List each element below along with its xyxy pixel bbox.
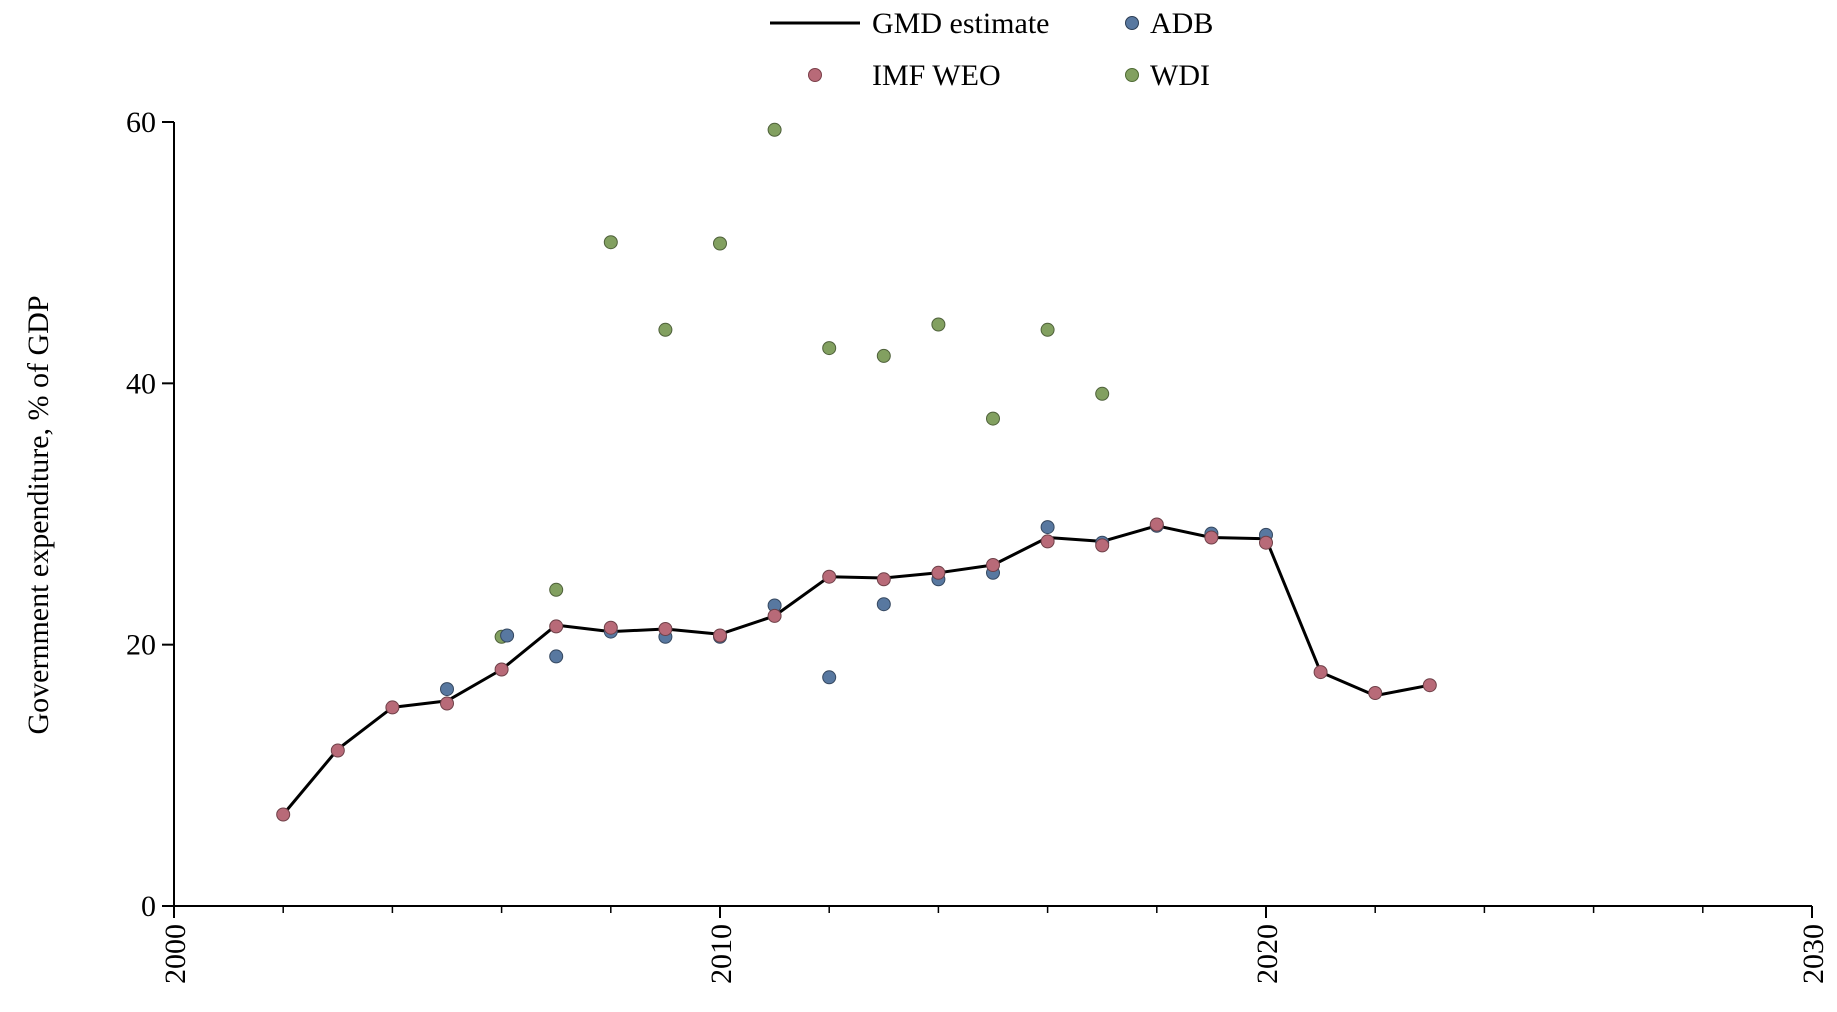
legend-label-gmd: GMD estimate bbox=[872, 7, 1049, 40]
x-tick-label-2030: 2030 bbox=[1797, 924, 1830, 984]
y-tick-label-20: 20 bbox=[126, 629, 156, 662]
point-imf-weo-17 bbox=[1204, 530, 1219, 545]
point-imf-weo-13 bbox=[986, 558, 1000, 572]
legend-swatch-wdi bbox=[1125, 68, 1139, 82]
point-wdi-4 bbox=[713, 236, 727, 251]
legend-label-wdi: WDI bbox=[1150, 59, 1210, 92]
point-imf-weo-16 bbox=[1149, 517, 1164, 532]
point-adb-11 bbox=[1040, 520, 1055, 535]
point-wdi-10 bbox=[1040, 322, 1055, 337]
legend-item-imf: IMF WEO bbox=[808, 59, 1001, 92]
point-adb-8 bbox=[876, 597, 891, 612]
point-imf-weo-7 bbox=[658, 622, 673, 636]
legend-swatch-adb bbox=[1125, 16, 1139, 30]
legend-item-adb: ADB bbox=[1125, 7, 1213, 40]
point-imf-weo-14 bbox=[1040, 534, 1055, 549]
point-imf-weo-2 bbox=[385, 700, 400, 715]
y-tick-label-40: 40 bbox=[126, 367, 156, 400]
point-wdi-11 bbox=[1095, 386, 1110, 401]
point-imf-weo-10 bbox=[822, 569, 837, 584]
y-tick-label-60: 60 bbox=[126, 106, 156, 139]
point-imf-weo-21 bbox=[1422, 678, 1437, 693]
point-imf-weo-11 bbox=[876, 572, 891, 587]
point-wdi-1 bbox=[549, 582, 564, 597]
legend-swatch-imf bbox=[808, 68, 822, 82]
legend: GMD estimate ADB IMF WEO WDI bbox=[770, 7, 1213, 92]
x-ticks: 2000 2010 2020 2030 bbox=[159, 906, 1830, 984]
point-imf-weo-8 bbox=[713, 628, 727, 643]
point-imf-weo-6 bbox=[603, 620, 618, 635]
point-wdi-2 bbox=[603, 235, 618, 250]
point-imf-weo-4 bbox=[494, 662, 509, 677]
point-imf-weo-19 bbox=[1313, 665, 1328, 680]
point-adb-1 bbox=[500, 628, 515, 643]
point-imf-weo-1 bbox=[330, 743, 345, 758]
plot-area bbox=[276, 122, 1437, 822]
legend-item-gmd: GMD estimate bbox=[770, 7, 1049, 40]
point-wdi-6 bbox=[822, 341, 837, 356]
point-imf-weo-20 bbox=[1368, 686, 1383, 700]
point-imf-weo-9 bbox=[767, 608, 782, 623]
y-axis-title: Government expenditure, % of GDP bbox=[22, 295, 55, 734]
point-imf-weo-3 bbox=[440, 696, 454, 711]
x-tick-label-2020: 2020 bbox=[1251, 924, 1284, 984]
point-wdi-7 bbox=[876, 348, 891, 363]
point-imf-weo-12 bbox=[931, 565, 946, 580]
point-imf-weo-5 bbox=[549, 619, 564, 634]
legend-label-imf: IMF WEO bbox=[872, 59, 1001, 92]
legend-label-adb: ADB bbox=[1150, 7, 1213, 40]
y-tick-label-0: 0 bbox=[141, 890, 156, 923]
point-wdi-9 bbox=[986, 411, 1000, 426]
point-wdi-8 bbox=[931, 317, 946, 332]
point-wdi-5 bbox=[767, 122, 782, 137]
legend-item-wdi: WDI bbox=[1125, 59, 1210, 92]
point-adb-7 bbox=[822, 670, 837, 685]
point-imf-weo-0 bbox=[276, 807, 291, 822]
x-tick-label-2010: 2010 bbox=[705, 924, 738, 984]
series-line-gmd-estimate bbox=[282, 524, 1431, 816]
x-tick-label-2000: 2000 bbox=[159, 924, 192, 984]
point-imf-weo-15 bbox=[1095, 538, 1110, 553]
point-adb-2 bbox=[549, 649, 564, 664]
point-wdi-3 bbox=[658, 322, 673, 337]
point-imf-weo-18 bbox=[1259, 535, 1273, 550]
y-ticks: 0 20 40 60 bbox=[126, 106, 174, 923]
point-adb-0 bbox=[440, 682, 454, 697]
